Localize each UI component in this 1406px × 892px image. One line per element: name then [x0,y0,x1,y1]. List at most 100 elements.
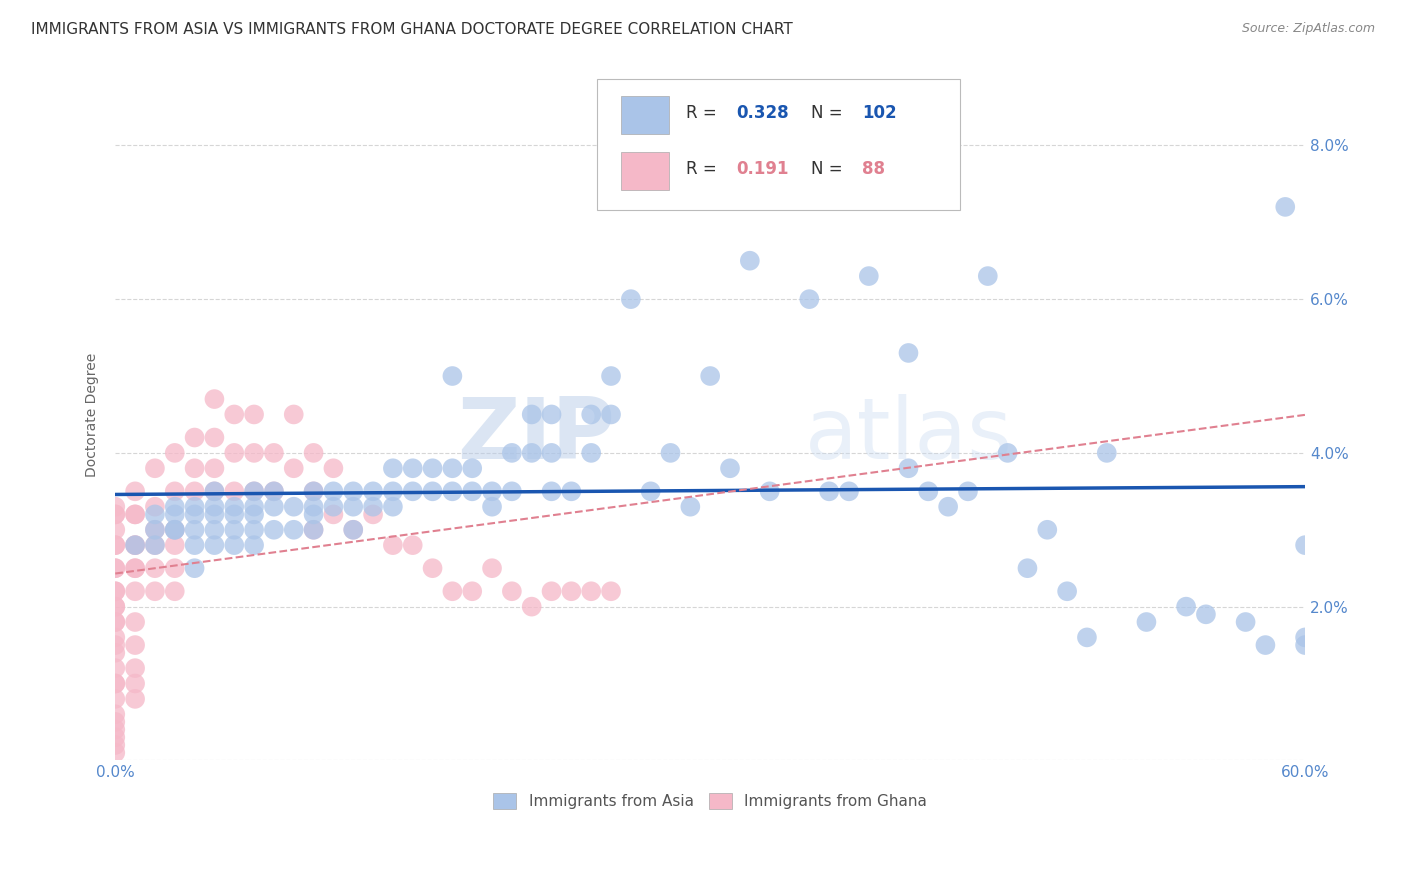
Point [283,461,305,475]
Point [818,484,841,499]
Point [402,461,425,475]
Point [143,523,166,537]
Point [124,584,146,599]
Point [520,599,543,614]
Point [302,484,325,499]
Point [104,738,127,752]
Point [124,538,146,552]
Point [1076,631,1098,645]
Point [481,561,503,575]
Point [163,523,186,537]
Point [124,508,146,522]
Point [1294,638,1316,652]
Point [104,638,127,652]
Point [283,408,305,422]
Point [1175,599,1198,614]
Point [540,408,562,422]
Point [540,446,562,460]
Point [600,369,623,384]
Point [204,538,226,552]
Point [361,484,384,499]
Point [104,500,127,514]
Point [224,484,246,499]
Point [104,599,127,614]
Point [104,561,127,575]
Point [600,408,623,422]
Point [997,446,1019,460]
Point [977,269,1000,284]
Text: R =: R = [686,160,723,178]
FancyBboxPatch shape [598,78,960,211]
Point [1294,631,1316,645]
Point [104,731,127,745]
Point [441,369,464,384]
Point [481,484,503,499]
Point [361,500,384,514]
Point [163,523,186,537]
Point [381,461,404,475]
Point [204,484,226,499]
Point [322,461,344,475]
Text: 88: 88 [862,160,886,178]
Point [204,523,226,537]
Point [143,523,166,537]
Point [302,500,325,514]
Point [104,615,127,629]
Point [243,484,266,499]
Point [302,446,325,460]
Point [1135,615,1157,629]
Point [124,676,146,690]
Point [243,508,266,522]
Point [640,484,662,499]
Point [104,714,127,729]
Point [322,500,344,514]
Point [124,561,146,575]
Point [897,346,920,360]
Point [461,584,484,599]
Point [461,461,484,475]
Point [163,508,186,522]
Text: 0.328: 0.328 [737,104,789,122]
Point [143,508,166,522]
Point [204,392,226,406]
Point [342,523,364,537]
Point [322,484,344,499]
Y-axis label: Doctorate Degree: Doctorate Degree [86,352,100,476]
Point [441,461,464,475]
Point [104,538,127,552]
Point [263,500,285,514]
Point [718,461,741,475]
Point [143,561,166,575]
Point [224,523,246,537]
Point [579,408,602,422]
Point [143,584,166,599]
Point [540,584,562,599]
Point [243,484,266,499]
Point [381,500,404,514]
Point [204,508,226,522]
FancyBboxPatch shape [621,96,668,135]
Point [243,500,266,514]
Point [302,484,325,499]
Point [124,692,146,706]
Point [263,484,285,499]
Text: ZIP: ZIP [457,393,614,476]
Point [422,484,444,499]
Point [381,538,404,552]
Point [104,676,127,690]
Point [183,430,205,444]
Point [560,484,582,499]
Point [501,584,523,599]
Point [361,508,384,522]
Point [302,508,325,522]
Point [104,615,127,629]
Point [143,461,166,475]
Point [224,408,246,422]
Point [540,484,562,499]
Point [579,584,602,599]
Point [104,631,127,645]
Point [322,508,344,522]
Point [163,538,186,552]
Point [104,538,127,552]
Point [441,584,464,599]
